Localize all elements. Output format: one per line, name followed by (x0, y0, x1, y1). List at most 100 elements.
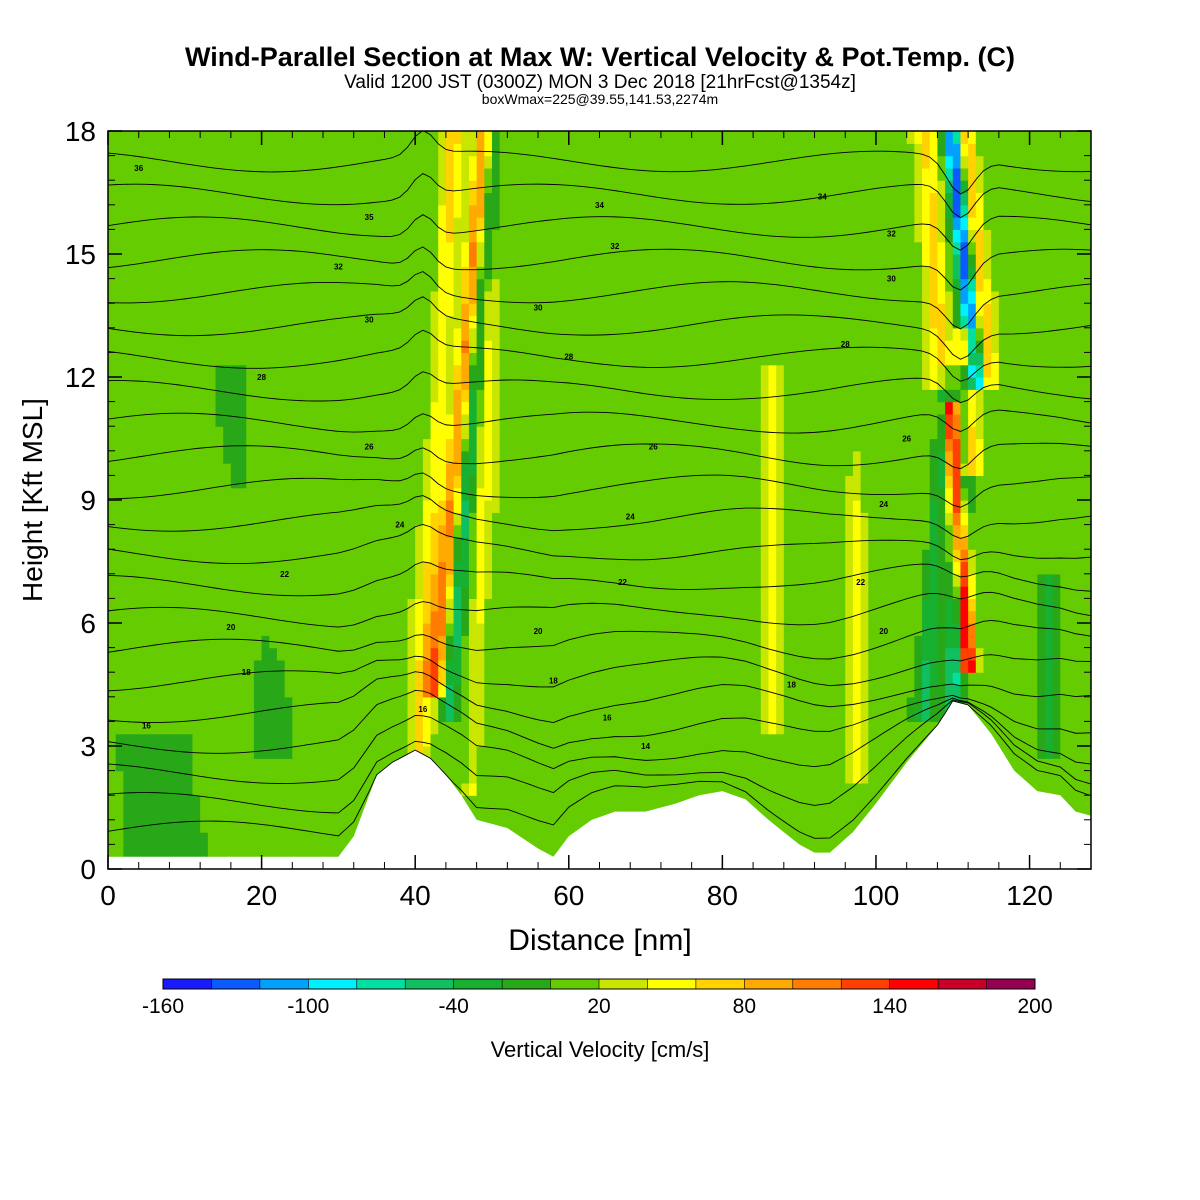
theta-label-text: 28 (257, 373, 266, 382)
theta-contour (108, 329, 1091, 382)
theta-label-text: 35 (365, 213, 374, 222)
theta-label-text: 32 (887, 230, 896, 239)
theta-contour (108, 697, 1091, 784)
theta-label-text: 24 (626, 512, 635, 521)
theta-contour (108, 246, 1091, 291)
theta-label-text: 24 (879, 500, 888, 509)
theta-contour-label: 24 (395, 521, 404, 530)
theta-contour-label: 26 (649, 443, 658, 452)
theta-contour (108, 296, 1091, 360)
theta-label-text: 34 (595, 201, 604, 210)
colorbar-tick-label: 80 (733, 995, 756, 1018)
theta-contour-label: 30 (887, 275, 896, 284)
y-axis-label: Height [Kft MSL] (17, 398, 48, 602)
theta-contour (108, 173, 1091, 219)
terrain-mask (108, 700, 1091, 869)
theta-label-text: 26 (902, 435, 911, 444)
chart-subtitle: Valid 1200 JST (0300Z) MON 3 Dec 2018 [2… (344, 72, 856, 93)
colorbar-swatch (356, 979, 406, 989)
theta-contour (108, 689, 1091, 754)
chart-subtitle-box: boxWmax=225@39.55,141.53,2274m (481, 91, 719, 107)
x-axis-label: Distance [nm] (508, 924, 691, 957)
y-tick-label: 9 (80, 485, 96, 516)
theta-contour-label: 35 (365, 213, 374, 222)
theta-label-text: 30 (365, 316, 374, 325)
theta-contour-label: 16 (603, 713, 612, 722)
theta-contour-label: 18 (242, 668, 251, 677)
theta-label-text: 18 (242, 668, 251, 677)
y-tick-label: 6 (80, 608, 96, 639)
theta-contour-label: 16 (142, 722, 151, 731)
colorbar-swatch (695, 979, 745, 989)
colorbar-swatch (550, 979, 600, 989)
theta-contour-label: 28 (257, 373, 266, 382)
theta-contour (108, 409, 1091, 434)
velocity-field (108, 131, 1091, 869)
theta-label-text: 16 (603, 713, 612, 722)
theta-label-text: 18 (549, 676, 558, 685)
theta-contour-label: 26 (365, 443, 374, 452)
colorbar-swatch (599, 979, 648, 989)
colorbar-tick-label: -160 (142, 995, 184, 1018)
theta-contour-label: 34 (595, 201, 604, 210)
y-tick-label: 3 (80, 731, 96, 762)
theta-label-text: 16 (418, 705, 427, 714)
theta-contour (108, 371, 1091, 404)
colorbar-swatch (453, 979, 503, 989)
colorbar-swatch (308, 979, 358, 989)
theta-contour-label: 32 (887, 230, 896, 239)
theta-label-text: 22 (280, 570, 289, 579)
theta-contour (108, 671, 1091, 723)
colorbar-swatch (841, 979, 891, 989)
y-tick-label: 18 (65, 116, 96, 147)
colorbar-swatch (405, 979, 455, 989)
x-tick-label: 0 (100, 880, 116, 911)
theta-label-text: 30 (887, 275, 896, 284)
x-tick-label: 20 (246, 880, 277, 911)
theta-contour (108, 620, 1091, 660)
colorbar-swatch (889, 979, 939, 989)
colorbar-tick-label: 20 (587, 995, 610, 1018)
theta-contour-label: 20 (879, 627, 888, 636)
theta-label-text: 20 (226, 623, 235, 632)
theta-contour-label: 30 (534, 303, 543, 312)
theta-label-text: 26 (649, 443, 658, 452)
theta-label-text: 22 (856, 578, 865, 587)
colorbar-swatch (744, 979, 794, 989)
theta-contour-label: 34 (818, 193, 827, 202)
theta-label-text: 24 (395, 521, 404, 530)
theta-contour (108, 214, 1091, 251)
y-tick-label: 12 (65, 362, 96, 393)
x-tick-label: 120 (1006, 880, 1053, 911)
theta-label-text: 26 (365, 443, 374, 452)
x-tick-label: 100 (853, 880, 900, 911)
theta-contour (108, 271, 1091, 330)
theta-contour-label: 28 (841, 340, 850, 349)
theta-contour (108, 472, 1091, 508)
theta-contour (108, 591, 1091, 628)
theta-contour-label: 32 (610, 242, 619, 251)
theta-label-text: 18 (787, 681, 796, 690)
x-tick-label: 80 (707, 880, 738, 911)
theta-contour (108, 495, 1091, 539)
theta-contour-label: 30 (365, 316, 374, 325)
theta-contour (108, 700, 1091, 839)
theta-contour-label: 22 (856, 578, 865, 587)
theta-contour (108, 699, 1091, 814)
theta-label-text: 32 (334, 262, 343, 271)
theta-label-text: 28 (841, 340, 850, 349)
theta-label-text: 36 (134, 164, 143, 173)
colorbar-tick-label: 200 (1017, 995, 1052, 1018)
theta-contour-label: 16 (418, 705, 427, 714)
theta-contour (108, 131, 1091, 195)
theta-contour-label: 26 (902, 435, 911, 444)
theta-contour-label: 22 (618, 578, 627, 587)
chart-title: Wind-Parallel Section at Max W: Vertical… (185, 42, 1015, 72)
colorbar-swatch (163, 979, 212, 989)
colorbar-swatch (259, 979, 309, 989)
colorbar-swatch (792, 979, 842, 989)
theta-label-text: 16 (142, 722, 151, 731)
colorbar-tick-label: -40 (438, 995, 468, 1018)
